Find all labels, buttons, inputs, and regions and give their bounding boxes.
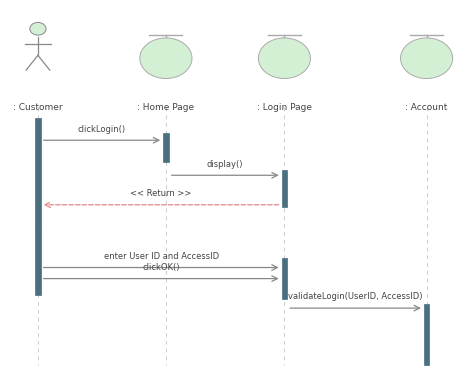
Circle shape (258, 38, 310, 79)
Text: : Home Page: : Home Page (137, 103, 194, 112)
Circle shape (401, 38, 453, 79)
Text: enter User ID and AccessID: enter User ID and AccessID (104, 252, 219, 261)
Bar (424, 304, 429, 365)
Text: clickOK(): clickOK() (142, 263, 180, 272)
Bar (282, 170, 287, 207)
Circle shape (30, 23, 46, 35)
Bar (35, 118, 41, 229)
Text: validateLogin(UserID, AccessID): validateLogin(UserID, AccessID) (288, 293, 423, 301)
Bar (163, 133, 169, 162)
Text: : Customer: : Customer (13, 103, 63, 112)
Bar (282, 258, 287, 299)
Bar (35, 229, 41, 295)
Text: : Login Page: : Login Page (257, 103, 312, 112)
Text: display(): display() (207, 160, 244, 169)
Text: clickLogin(): clickLogin() (78, 125, 126, 134)
Circle shape (140, 38, 192, 79)
Text: : Account: : Account (405, 103, 448, 112)
Text: << Return >>: << Return >> (130, 189, 192, 198)
